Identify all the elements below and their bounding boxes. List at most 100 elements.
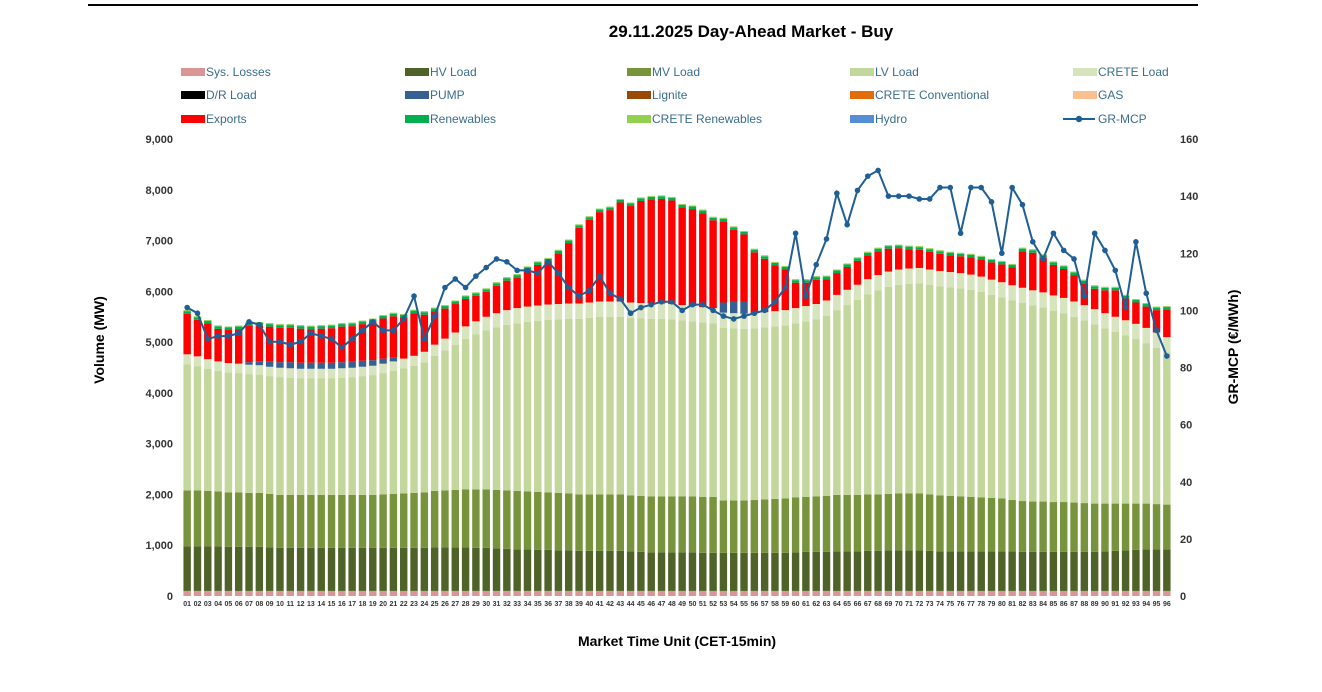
bar-crete-load [245,364,253,375]
gr-mcp-point [772,299,778,305]
gr-mcp-point [586,287,593,294]
bar-crete-renewables [822,275,831,277]
bar-lv-load [1101,328,1109,504]
bar-mv-load [626,495,635,552]
x-tick-label: 38 [565,601,573,608]
bar-pump [369,360,377,366]
bar-exports [833,273,841,295]
bar-hv-load [637,551,645,591]
bar-sys-losses [245,590,253,596]
bar-exports [1163,309,1171,338]
bar-renewables [730,227,738,230]
bar-exports [884,248,893,272]
bar-lv-load [1018,303,1027,502]
bar-renewables [812,277,820,280]
x-tick-label: 70 [895,601,903,608]
bar-sys-losses [348,590,356,596]
bar-exports [245,325,253,363]
bar-crete-renewables [688,205,697,207]
bar-hv-load [647,552,655,591]
bar-crete-load [688,306,697,322]
bar-exports [905,249,913,269]
legend-swatch-lv-load [850,68,874,76]
bar-crete-load [1060,297,1068,314]
bar-crete-renewables [327,324,336,326]
bar-crete-load [585,302,594,318]
bar-hv-load [956,551,965,591]
bar-crete-load [750,313,759,329]
bar-crete-load [956,273,965,289]
bar-sys-losses [235,590,243,596]
bar-mv-load [956,496,965,552]
bar-crete-renewables [348,322,356,324]
y-axis-right: 0 20 40 60 80 100 120 140 160 [1180,134,1198,603]
gr-mcp-point [792,230,799,237]
x-tick-label: 05 [225,601,233,608]
bar-renewables [214,326,222,329]
bar-sys-losses [781,590,789,596]
bar-renewables [534,262,542,265]
bar-crete-load [637,303,645,319]
bar-crete-renewables [657,195,666,197]
bar-crete-load [534,305,542,321]
bar-crete-load [441,338,449,351]
x-tick-label: 81 [1008,601,1016,608]
bar-mv-load [998,498,1006,552]
bar-renewables [925,249,934,252]
bar-mv-load [265,493,274,548]
bar-exports [977,259,985,277]
bar-sys-losses [595,590,604,596]
bar-crete-load [895,269,903,285]
bar-crete-renewables [472,292,480,294]
bar-mv-load [647,496,655,553]
bar-exports [616,202,624,302]
bar-mv-load [874,494,882,551]
bar-exports [595,212,604,302]
bar-lv-load [709,323,717,497]
bar-lv-load [678,320,686,497]
x-tick-label: 48 [668,601,676,608]
bar-crete-load [998,282,1006,298]
gr-mcp-point [256,321,263,328]
gr-mcp-point [1133,239,1139,245]
bar-hv-load [668,552,676,591]
x-tick-label: 34 [524,601,532,608]
bar-lv-load [554,319,563,493]
bar-renewables [750,249,759,253]
gr-mcp-point [751,310,758,317]
bar-crete-load [843,289,851,306]
bar-mv-load [317,494,325,548]
bar-renewables [286,325,294,328]
bar-mv-load [637,495,645,552]
bar-lv-load [802,321,810,497]
y-tick-label: 9,000 [145,134,173,146]
bar-hv-load [843,551,851,591]
bar-hv-load [1111,550,1119,591]
bar-lv-load [998,297,1006,499]
bar-exports [523,270,532,307]
bar-lv-load [1152,347,1161,505]
x-tick-label: 95 [1153,601,1161,608]
bar-sys-losses [637,590,645,596]
y2-tick-label: 60 [1180,420,1192,432]
legend-label-lignite: Lignite [652,88,688,102]
bar-mv-load [905,493,913,551]
x-tick-label: 18 [359,601,367,608]
bar-lv-load [276,377,284,495]
bar-lv-load [348,377,356,495]
gr-mcp-point [534,270,541,277]
bar-exports [400,317,408,359]
bar-renewables [575,225,583,228]
bar-mv-load [967,496,975,552]
bar-hv-load [327,547,336,591]
bar-sys-losses [183,590,191,596]
bar-lv-load [616,316,624,495]
x-tick-label: 04 [214,601,222,608]
bar-mv-load [812,496,820,552]
bar-lv-load [760,327,769,500]
bar-hv-load [379,547,387,591]
bar-hv-load [936,551,944,591]
bar-renewables [585,217,594,220]
bar-renewables [987,259,996,263]
